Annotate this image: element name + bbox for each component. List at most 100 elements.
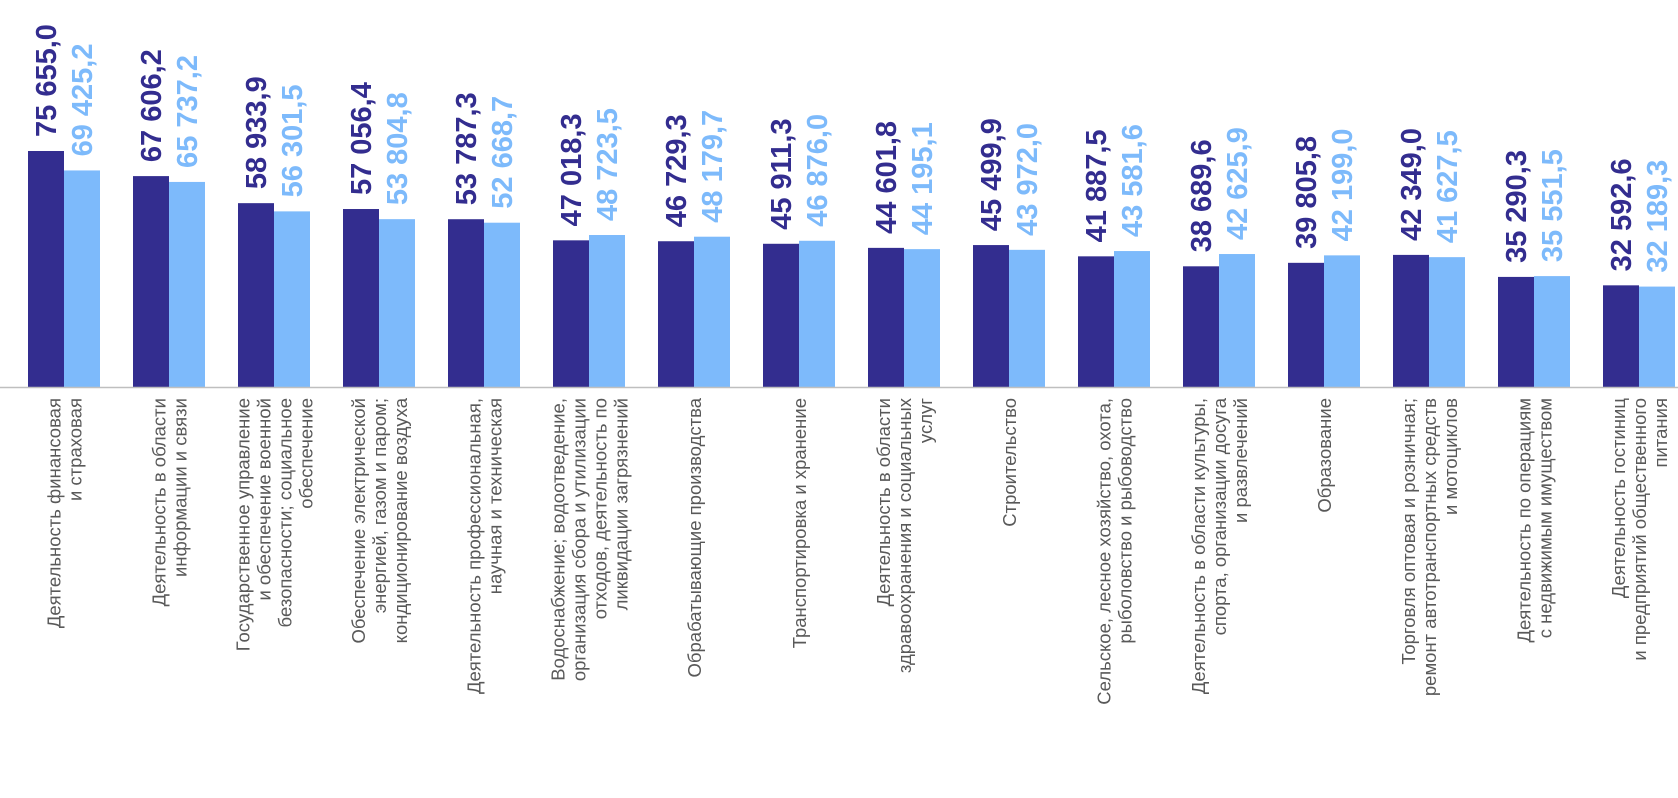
value-label-series1-9: 45 499,9 [976, 118, 1008, 231]
bar-series1-0 [28, 151, 64, 387]
value-label-series2-2: 56 301,5 [277, 84, 309, 197]
category-label-10: Сельское, лесное хозяйство, охота, рыболо… [1094, 398, 1136, 705]
bar-series1-14 [1498, 276, 1534, 387]
value-label-series2-9: 43 972,0 [1012, 123, 1044, 236]
category-label-line: Строительство [999, 398, 1020, 527]
category-label-line: Торговля оптовая и розничная; [1398, 398, 1419, 665]
value-label-series2-8: 44 195,1 [907, 122, 939, 235]
category-label-line: Деятельность гостиниц [1608, 398, 1629, 598]
category-label-line: научная и техническая [485, 398, 506, 594]
category-label-line: Деятельность финансовая [44, 398, 65, 628]
bar-series1-1 [133, 176, 169, 387]
bar-series1-8 [868, 247, 904, 387]
value-label-series1-14: 35 290,3 [1501, 150, 1533, 263]
bar-series2-14 [1534, 276, 1570, 387]
category-label-line: Деятельность в области [149, 398, 170, 606]
bar-series2-0 [64, 170, 100, 387]
category-label-line: питания [1650, 398, 1671, 467]
bar-series2-11 [1219, 254, 1255, 387]
bar-series1-12 [1288, 262, 1324, 387]
category-label-4: Деятельность профессиональная, научная и … [464, 398, 506, 694]
bar-series1-13 [1393, 254, 1429, 387]
category-label-line: и обеспечение военной [254, 398, 275, 601]
value-label-series2-5: 48 723,5 [592, 108, 624, 221]
value-label-series1-15: 32 592,6 [1606, 158, 1638, 271]
bar-series1-9 [973, 245, 1009, 387]
value-label-series2-14: 35 551,5 [1537, 149, 1569, 262]
value-label-series2-13: 41 627,5 [1432, 130, 1464, 243]
value-label-series2-10: 43 581,6 [1117, 124, 1149, 237]
category-label-line: здравоохранения и социальных [894, 397, 915, 673]
category-label-line: организация сбора и утилизации [569, 398, 590, 681]
category-label-line: ликвидации загрязнений [611, 398, 632, 610]
bar-series1-15 [1603, 285, 1639, 387]
category-label-line: Сельское, лесное хозяйство, охота, [1094, 398, 1115, 705]
category-label-5: Водоснабжение; водоотведение, организация… [548, 398, 632, 681]
value-label-series1-13: 42 349,0 [1396, 128, 1428, 241]
value-label-series1-10: 41 887,5 [1081, 129, 1113, 242]
category-label-line: Обеспечение электрической [348, 398, 369, 644]
category-label-line: Водоснабжение; водоотведение, [548, 398, 569, 681]
value-label-series2-4: 52 668,7 [487, 96, 519, 209]
value-label-series1-2: 58 933,9 [241, 76, 273, 189]
category-label-8: Деятельность в области здравоохранения и … [873, 397, 936, 673]
category-label-line: Обрабатывающие производства [684, 397, 705, 677]
category-label-0: Деятельность финансовая и страховая [44, 398, 86, 628]
value-label-series1-8: 44 601,8 [871, 121, 903, 234]
category-label-line: энергией, газом и паром; [369, 398, 390, 613]
category-label-line: Деятельность по операциям [1514, 398, 1535, 643]
value-label-series2-12: 42 199,0 [1327, 128, 1359, 241]
bar-series2-3 [379, 219, 415, 387]
category-label-line: и мотоциклов [1440, 398, 1461, 515]
bar-series2-8 [904, 249, 940, 387]
category-label-line: отходов, деятельность по [590, 398, 611, 619]
bar-series1-2 [238, 203, 274, 387]
value-labels-layer: 75 655,0 69 425,2 67 606,2 65 737,2 58 933,9… [31, 24, 1674, 272]
value-label-series2-1: 65 737,2 [172, 55, 204, 168]
bar-series2-1 [169, 181, 205, 387]
category-label-11: Деятельность в области культуры, спорта, … [1188, 397, 1251, 694]
category-label-line: Транспортировка и хранение [789, 398, 810, 648]
category-label-line: Деятельность профессиональная, [464, 398, 485, 694]
category-label-7: Транспортировка и хранение [789, 398, 810, 648]
category-label-14: Деятельность по операциям с недвижимым им… [1514, 398, 1556, 643]
category-label-line: и страховая [65, 398, 86, 501]
category-label-line: обеспечение [296, 398, 317, 509]
value-label-series2-11: 42 625,9 [1222, 127, 1254, 240]
value-label-series1-12: 39 805,8 [1291, 136, 1323, 249]
value-label-series2-3: 53 804,8 [382, 92, 414, 205]
value-label-series1-4: 53 787,3 [451, 92, 483, 205]
value-label-series1-11: 38 689,6 [1186, 139, 1218, 252]
value-label-series1-1: 67 606,2 [136, 49, 168, 162]
bar-series2-9 [1009, 249, 1045, 387]
category-label-line: с недвижимым имуществом [1535, 398, 1556, 638]
value-label-series1-0: 75 655,0 [31, 24, 63, 137]
value-label-series2-0: 69 425,2 [67, 44, 99, 157]
bar-series1-7 [763, 243, 799, 387]
category-label-line: Деятельность в области культуры, [1188, 398, 1209, 694]
category-label-15: Деятельность гостиниц и предприятий общес… [1608, 398, 1671, 661]
category-labels-layer: Деятельность финансовая и страховая Деятел… [44, 397, 1672, 704]
category-label-line: и предприятий общественного [1629, 398, 1650, 661]
bar-series2-4 [484, 222, 520, 387]
bar-series1-11 [1183, 266, 1219, 387]
bar-series2-2 [274, 211, 310, 387]
value-label-series1-5: 47 018,3 [556, 113, 588, 226]
bar-series2-15 [1639, 286, 1675, 387]
category-label-line: кондиционирование воздуха [390, 397, 411, 643]
category-label-line: Образование [1314, 398, 1335, 513]
category-label-line: ремонт автотранспортных средств [1419, 398, 1440, 696]
category-label-line: рыболовство и рыбоводство [1115, 398, 1136, 644]
bar-series1-4 [448, 219, 484, 387]
bar-series2-6 [694, 236, 730, 387]
value-label-series2-7: 46 876,0 [802, 114, 834, 227]
bar-series1-3 [343, 209, 379, 387]
bar-series2-10 [1114, 251, 1150, 387]
category-label-1: Деятельность в области информации и связи [149, 398, 191, 606]
category-label-13: Торговля оптовая и розничная; ремонт авто… [1398, 398, 1461, 696]
bar-series2-12 [1324, 255, 1360, 387]
value-label-series1-3: 57 056,4 [346, 82, 378, 195]
category-label-2: Государственное управление и обеспечение … [233, 398, 317, 651]
